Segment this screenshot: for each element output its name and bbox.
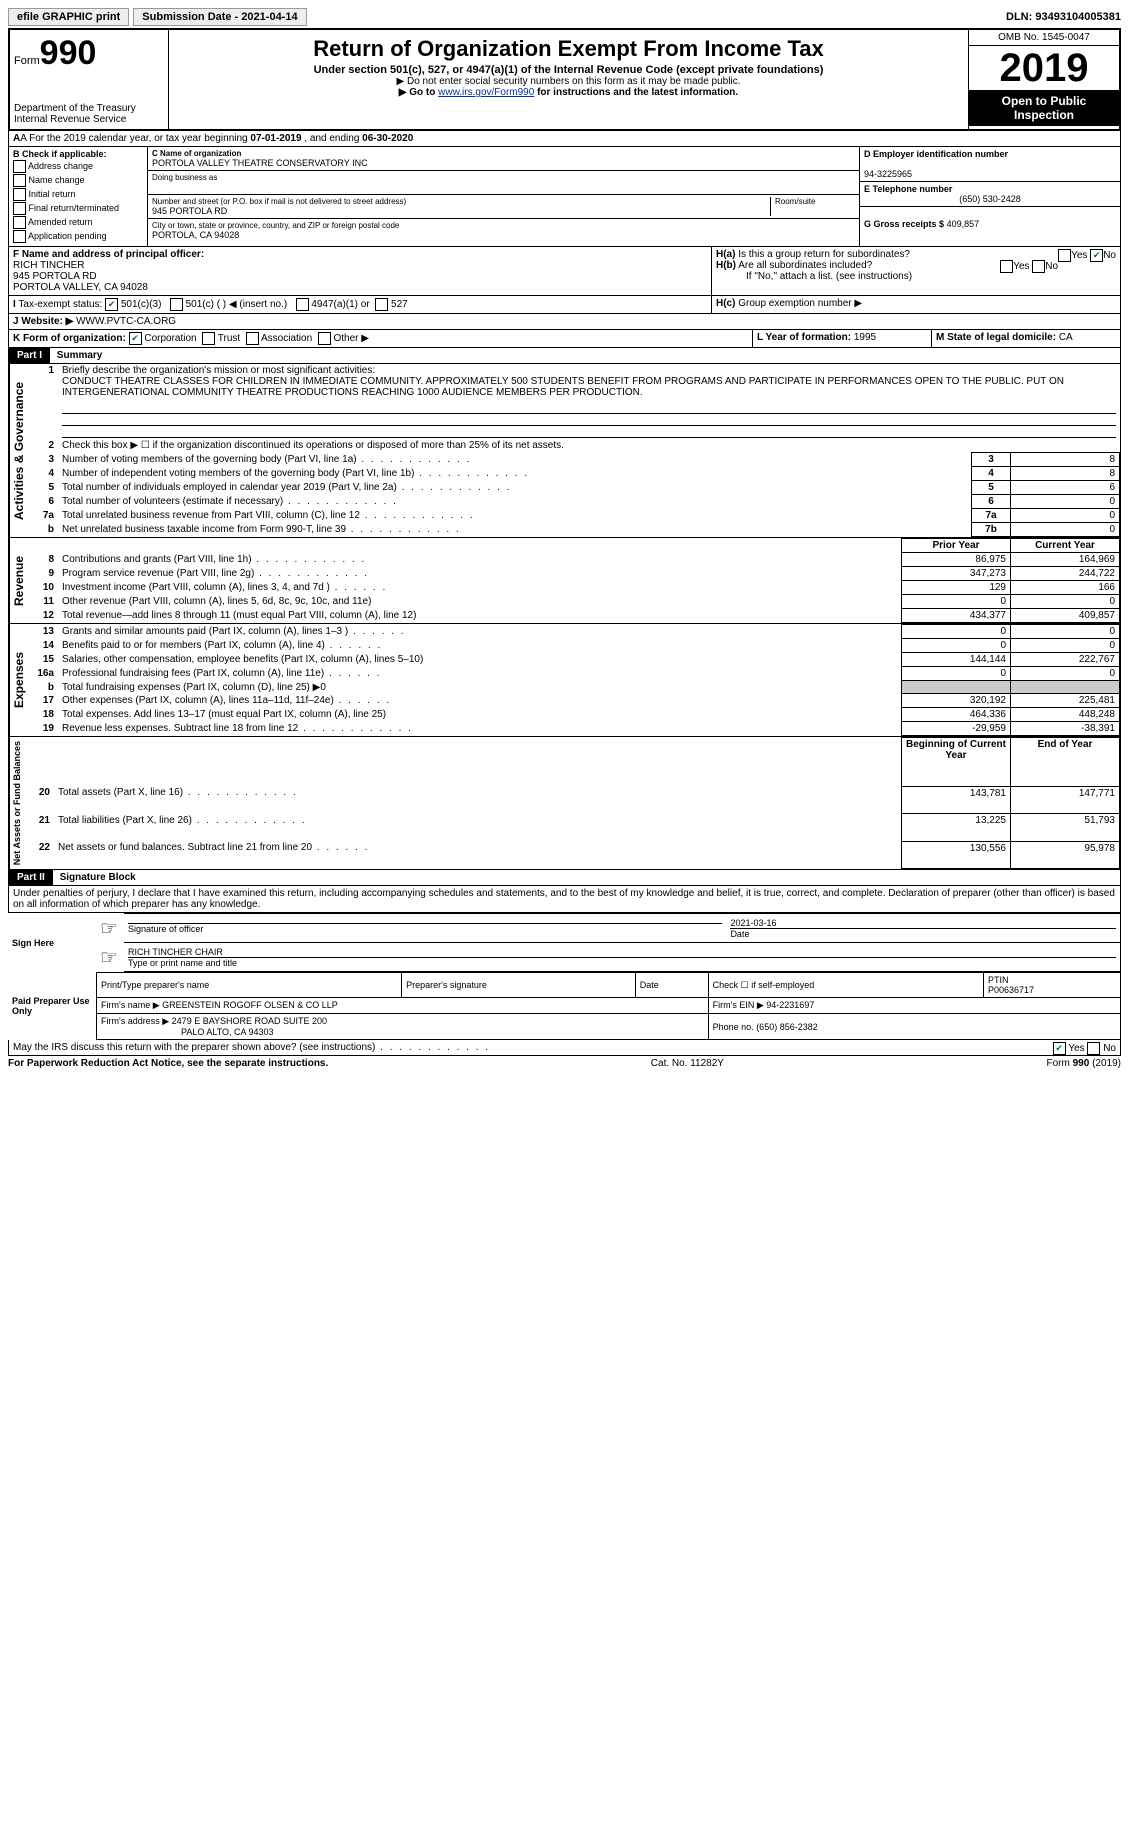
telephone: E Telephone number (650) 530-2428	[860, 182, 1120, 207]
governance-section: Activities & Governance 1 Briefly descri…	[8, 364, 1121, 538]
h-a: H(a) Is this a group return for subordin…	[716, 249, 1116, 260]
page-footer: For Paperwork Reduction Act Notice, see …	[8, 1058, 1121, 1069]
perjury-declaration: Under penalties of perjury, I declare th…	[8, 886, 1121, 913]
row-k-l-m: K Form of organization: Corporation Trus…	[8, 330, 1121, 348]
row-i-hc: I Tax-exempt status: 501(c)(3) 501(c) ( …	[8, 296, 1121, 314]
city-state: City or town, state or province, country…	[148, 219, 859, 242]
submission-date: Submission Date - 2021-04-14	[133, 8, 306, 26]
irs-link[interactable]: www.irs.gov/Form990	[438, 87, 534, 98]
top-bar: efile GRAPHIC print Submission Date - 20…	[8, 8, 1121, 26]
tax-year: 2019	[969, 46, 1119, 90]
tab-expenses: Expenses	[9, 624, 28, 736]
form-title: Return of Organization Exempt From Incom…	[173, 36, 964, 62]
tab-governance: Activities & Governance	[9, 364, 28, 537]
form-header: Form990 Department of the Treasury Inter…	[8, 28, 1121, 131]
section-b-to-g: B Check if applicable: Address change Na…	[8, 147, 1121, 247]
ein: D Employer identification number 94-3225…	[860, 147, 1120, 182]
gross-receipts: G Gross receipts $ 409,857	[860, 207, 1120, 231]
sign-here-table: Sign Here ☞ Signature of officer 2021-03…	[8, 913, 1121, 972]
note-ssn: ▶ Do not enter social security numbers o…	[173, 76, 964, 87]
year-formation: L Year of formation: 1995	[753, 330, 932, 347]
revenue-section: Revenue Prior YearCurrent Year 8Contribu…	[8, 538, 1121, 624]
expenses-section: Expenses 13Grants and similar amounts pa…	[8, 624, 1121, 737]
form-subtitle: Under section 501(c), 527, or 4947(a)(1)…	[173, 64, 964, 76]
paid-preparer-table: Paid Preparer Use Only Print/Type prepar…	[8, 972, 1121, 1040]
dba: Doing business as	[148, 171, 859, 195]
open-to-public: Open to Public Inspection	[969, 90, 1119, 126]
col-b-checkboxes: B Check if applicable: Address change Na…	[9, 147, 148, 246]
h-c: H(c) Group exemption number ▶	[712, 296, 1120, 313]
net-assets-section: Net Assets or Fund Balances Beginning of…	[8, 737, 1121, 870]
tab-revenue: Revenue	[9, 538, 28, 623]
dln: DLN: 93493104005381	[1006, 11, 1121, 23]
omb-number: OMB No. 1545-0047	[969, 30, 1119, 46]
row-a-tax-year: AA For the 2019 calendar year, or tax ye…	[8, 131, 1121, 147]
address-row: Number and street (or P.O. box if mail i…	[148, 195, 859, 219]
part-1-header: Part I Summary	[8, 348, 1121, 364]
row-f-h: F Name and address of principal officer:…	[8, 247, 1121, 296]
form-number: Form990	[14, 34, 164, 73]
note-link: ▶ Go to www.irs.gov/Form990 for instruct…	[173, 87, 964, 98]
h-b: H(b) Are all subordinates included? Yes …	[716, 260, 1116, 271]
principal-officer: F Name and address of principal officer:…	[13, 249, 707, 293]
part-2-header: Part II Signature Block	[8, 870, 1121, 886]
discuss-row: May the IRS discuss this return with the…	[8, 1040, 1121, 1056]
efile-print-button[interactable]: efile GRAPHIC print	[8, 8, 129, 26]
row-j: J Website: ▶ WWW.PVTC-CA.ORG	[8, 314, 1121, 330]
dept-treasury: Department of the Treasury Internal Reve…	[14, 103, 164, 125]
tab-net-assets: Net Assets or Fund Balances	[9, 737, 24, 869]
state-domicile: M State of legal domicile: CA	[932, 330, 1120, 347]
org-name: C Name of organization PORTOLA VALLEY TH…	[148, 147, 859, 171]
